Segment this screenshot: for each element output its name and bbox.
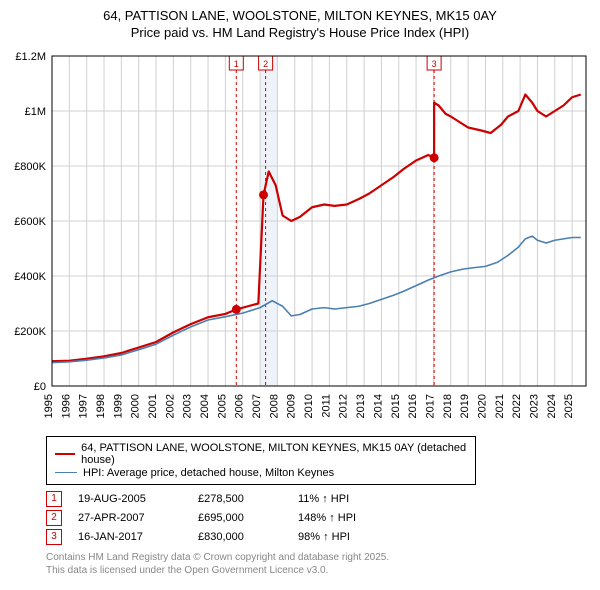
svg-text:2008: 2008 [268, 394, 280, 418]
svg-text:2016: 2016 [407, 394, 419, 418]
legend-swatch [55, 453, 75, 455]
svg-text:2024: 2024 [546, 394, 558, 418]
svg-text:£600K: £600K [14, 216, 46, 228]
chart-title-block: 64, PATTISON LANE, WOOLSTONE, MILTON KEY… [8, 8, 592, 42]
svg-text:£0: £0 [34, 381, 46, 393]
svg-text:2013: 2013 [355, 394, 367, 418]
svg-text:2018: 2018 [442, 394, 454, 418]
svg-text:£200K: £200K [14, 326, 46, 338]
svg-text:2010: 2010 [303, 394, 315, 418]
svg-text:2002: 2002 [164, 394, 176, 418]
svg-text:2: 2 [263, 59, 268, 69]
svg-text:2020: 2020 [476, 394, 488, 418]
chart-area: £0 £200K £400K £600K £800K £1M £1.2M 1995 1996 19… [8, 48, 592, 428]
svg-text:£1M: £1M [25, 106, 46, 118]
point-row: 1 19-AUG-2005£278,50011% ↑ HPI [46, 491, 592, 507]
point-row: 3 16-JAN-2017£830,00098% ↑ HPI [46, 529, 592, 545]
svg-text:1998: 1998 [95, 394, 107, 418]
svg-text:2005: 2005 [216, 394, 228, 418]
svg-text:2006: 2006 [234, 394, 246, 418]
point-change: 148% ↑ HPI [298, 512, 388, 524]
chart-svg: £0 £200K £400K £600K £800K £1M £1.2M 1995 1996 19… [8, 48, 592, 428]
svg-text:£800K: £800K [14, 161, 46, 173]
legend-swatch [55, 472, 77, 473]
point-price: £830,000 [198, 531, 298, 543]
svg-text:2017: 2017 [424, 394, 436, 418]
title-line-2: Price paid vs. HM Land Registry's House … [8, 25, 592, 42]
svg-text:2000: 2000 [130, 394, 142, 418]
svg-text:2001: 2001 [147, 394, 159, 418]
point-row: 2 27-APR-2007£695,000148% ↑ HPI [46, 510, 592, 526]
svg-text:1996: 1996 [60, 394, 72, 418]
svg-text:3: 3 [432, 59, 437, 69]
legend-box: 64, PATTISON LANE, WOOLSTONE, MILTON KEY… [46, 436, 476, 485]
svg-text:2019: 2019 [459, 394, 471, 418]
point-change: 98% ↑ HPI [298, 531, 388, 543]
svg-text:2021: 2021 [494, 394, 506, 418]
point-marker: 2 [46, 510, 62, 526]
svg-text:2025: 2025 [563, 394, 575, 418]
point-price: £278,500 [198, 493, 298, 505]
point-date: 16-JAN-2017 [78, 531, 198, 543]
svg-text:1997: 1997 [78, 394, 90, 418]
svg-text:£1.2M: £1.2M [15, 51, 46, 63]
footer-line-1: Contains HM Land Registry data © Crown c… [46, 551, 592, 564]
svg-text:2023: 2023 [528, 394, 540, 418]
svg-text:£400K: £400K [14, 271, 46, 283]
svg-text:2015: 2015 [390, 394, 402, 418]
point-date: 27-APR-2007 [78, 512, 198, 524]
legend-row: 64, PATTISON LANE, WOOLSTONE, MILTON KEY… [55, 442, 467, 466]
points-table: 1 19-AUG-2005£278,50011% ↑ HPI 2 27-APR-200… [46, 491, 592, 545]
svg-text:2022: 2022 [511, 394, 523, 418]
svg-text:2007: 2007 [251, 394, 263, 418]
point-marker: 1 [46, 491, 62, 507]
svg-text:2004: 2004 [199, 394, 211, 418]
footer-line-2: This data is licensed under the Open Gov… [46, 564, 592, 577]
point-price: £695,000 [198, 512, 298, 524]
svg-text:2012: 2012 [338, 394, 350, 418]
svg-text:1999: 1999 [112, 394, 124, 418]
footer-attribution: Contains HM Land Registry data © Crown c… [46, 551, 592, 577]
svg-text:1: 1 [234, 59, 239, 69]
svg-text:2014: 2014 [372, 394, 384, 418]
point-marker: 3 [46, 529, 62, 545]
legend-row: HPI: Average price, detached house, Milt… [55, 467, 467, 479]
svg-text:2003: 2003 [182, 394, 194, 418]
point-change: 11% ↑ HPI [298, 493, 388, 505]
legend-label: HPI: Average price, detached house, Milt… [83, 467, 334, 479]
point-date: 19-AUG-2005 [78, 493, 198, 505]
svg-text:2011: 2011 [320, 394, 332, 418]
svg-text:1995: 1995 [43, 394, 55, 418]
svg-text:2009: 2009 [286, 394, 298, 418]
title-line-1: 64, PATTISON LANE, WOOLSTONE, MILTON KEY… [8, 8, 592, 25]
legend-label: 64, PATTISON LANE, WOOLSTONE, MILTON KEY… [81, 442, 467, 466]
